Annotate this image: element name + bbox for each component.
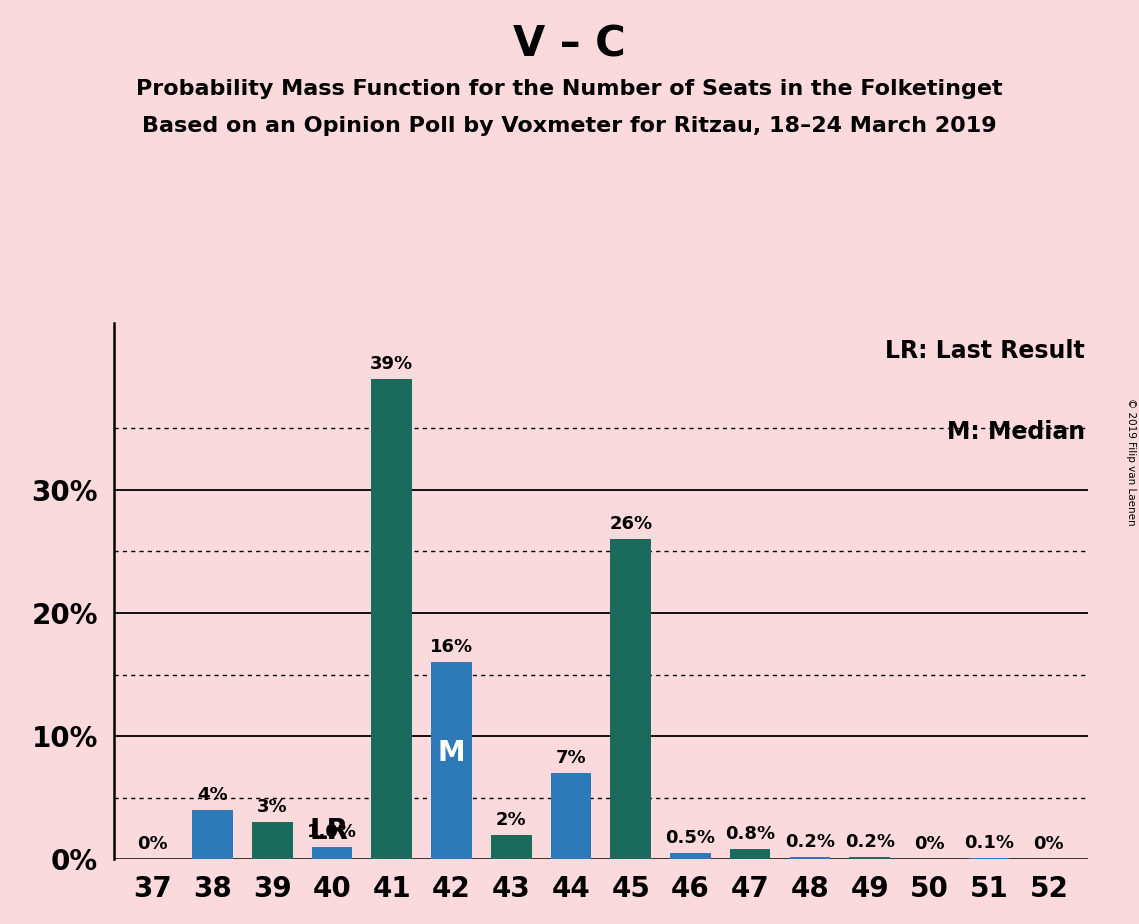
Bar: [432, 663, 472, 859]
Bar: [312, 847, 352, 859]
Bar: [550, 773, 591, 859]
Text: 16%: 16%: [429, 638, 473, 656]
Text: 26%: 26%: [609, 515, 653, 533]
Bar: [252, 822, 293, 859]
Text: 0.2%: 0.2%: [845, 833, 894, 851]
Text: 0.2%: 0.2%: [785, 833, 835, 851]
Text: 0%: 0%: [138, 835, 169, 853]
Bar: [611, 539, 652, 859]
Text: 0.1%: 0.1%: [965, 834, 1014, 852]
Text: 4%: 4%: [197, 786, 228, 804]
Text: 7%: 7%: [556, 749, 587, 767]
Text: LR: LR: [310, 817, 349, 845]
Text: 0%: 0%: [915, 835, 944, 853]
Text: Probability Mass Function for the Number of Seats in the Folketinget: Probability Mass Function for the Number…: [137, 79, 1002, 99]
Text: 1.0%: 1.0%: [308, 823, 357, 841]
Bar: [371, 379, 412, 859]
Text: 0.5%: 0.5%: [665, 829, 715, 847]
Text: V – C: V – C: [514, 23, 625, 65]
Text: 39%: 39%: [370, 355, 413, 372]
Bar: [192, 810, 232, 859]
Text: M: Median: M: Median: [947, 419, 1084, 444]
Text: 0%: 0%: [1033, 835, 1064, 853]
Text: © 2019 Filip van Laenen: © 2019 Filip van Laenen: [1126, 398, 1136, 526]
Bar: [730, 849, 770, 859]
Bar: [670, 853, 711, 859]
Text: 0.8%: 0.8%: [726, 825, 776, 844]
Bar: [850, 857, 890, 859]
Text: Based on an Opinion Poll by Voxmeter for Ritzau, 18–24 March 2019: Based on an Opinion Poll by Voxmeter for…: [142, 116, 997, 136]
Bar: [969, 858, 1009, 859]
Text: 3%: 3%: [257, 798, 287, 816]
Text: M: M: [437, 739, 465, 767]
Bar: [491, 834, 532, 859]
Bar: [789, 857, 830, 859]
Text: LR: Last Result: LR: Last Result: [885, 339, 1084, 363]
Text: 2%: 2%: [495, 810, 526, 829]
